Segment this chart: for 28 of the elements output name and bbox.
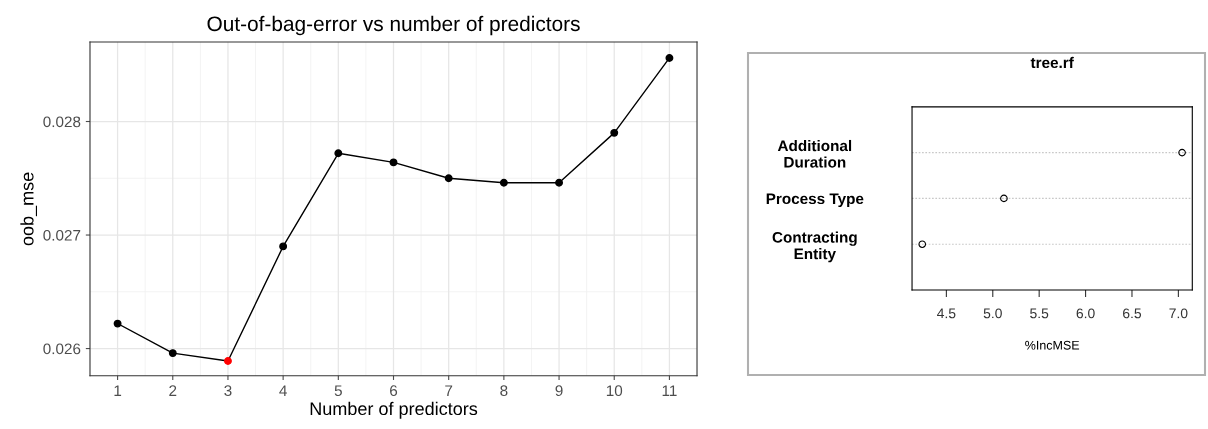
- y-tick-label: Contracting Entity: [772, 231, 857, 263]
- y-tick-label: 0.028: [43, 116, 81, 128]
- x-tick-label: 4: [279, 385, 287, 396]
- x-tick-label: 6: [390, 385, 398, 397]
- chart-title: Out-of-bag-error vs number of predictors: [207, 15, 580, 36]
- x-tick-label: 2: [169, 385, 177, 396]
- x-tick-label: 4.5: [937, 308, 956, 319]
- x-tick-label: 6.5: [1123, 308, 1142, 319]
- y-tick-label: 0.027: [43, 229, 81, 241]
- x-tick-label: 11: [662, 385, 677, 396]
- x-tick-label: 1: [114, 385, 122, 396]
- y-tick-label: 0.026: [43, 343, 81, 355]
- x-tick-label: 3: [224, 385, 232, 397]
- x-tick-label: 7.0: [1169, 308, 1188, 319]
- y-axis-title: oob_mse: [20, 172, 38, 246]
- x-tick-label: 7: [445, 385, 453, 396]
- x-tick-label: 5: [334, 385, 342, 397]
- x-tick-label: 9: [555, 385, 563, 397]
- chart-title: tree.rf: [1030, 56, 1074, 69]
- y-tick-label: Additional Duration: [777, 139, 852, 168]
- x-tick-label: 8: [500, 385, 508, 397]
- x-axis-title: Number of predictors: [310, 401, 478, 419]
- x-axis-title: %IncMSE: [1025, 340, 1080, 350]
- y-tick-label: Process Type: [766, 193, 864, 208]
- x-tick-label: 5.0: [983, 308, 1002, 319]
- x-tick-label: 5.5: [1030, 308, 1049, 319]
- x-tick-label: 10: [606, 385, 623, 397]
- x-tick-label: 6.0: [1076, 308, 1095, 319]
